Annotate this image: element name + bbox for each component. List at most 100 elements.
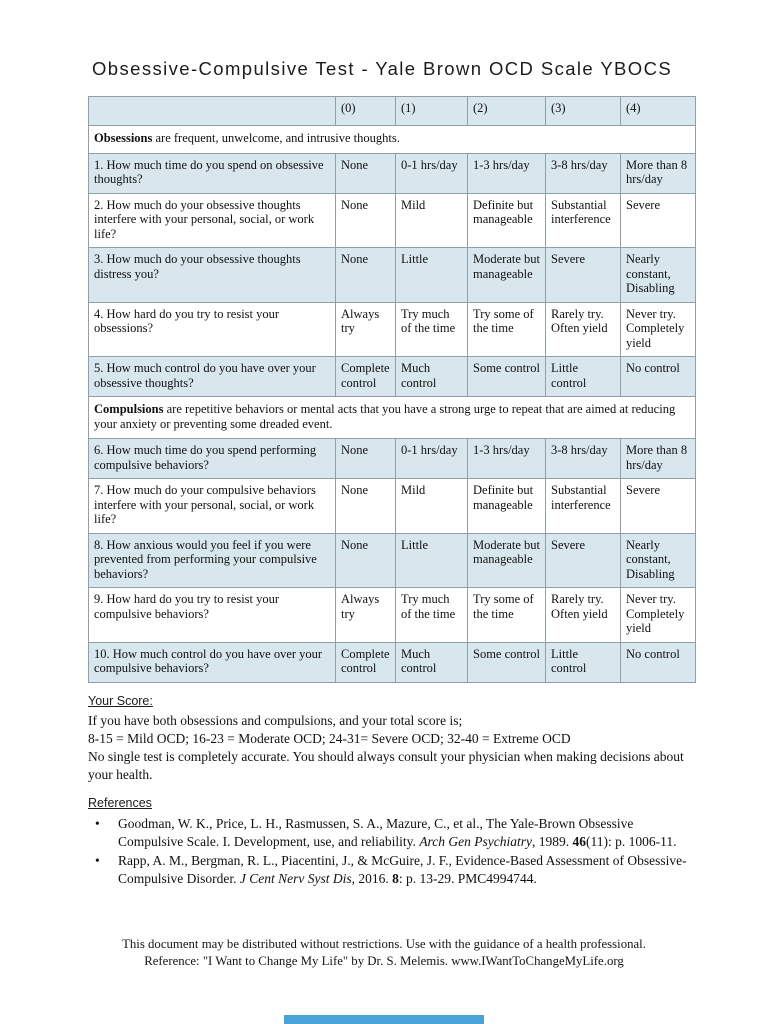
question-row: 1. How much time do you spend on obsessi… <box>88 152 696 194</box>
question-cell: 1. How much time do you spend on obsessi… <box>88 152 336 194</box>
option-cell: Little control <box>545 356 621 397</box>
option-cell: Always try <box>335 301 396 357</box>
question-row: 8. How anxious would you feel if you wer… <box>88 532 696 588</box>
bullet-icon: • <box>95 815 100 831</box>
reference-text-part: Arch Gen Psychiatry <box>419 833 533 849</box>
question-cell: 7. How much do your compulsive behaviors… <box>88 478 336 534</box>
option-cell: Complete control <box>335 356 396 397</box>
question-row: 5. How much control do you have over you… <box>88 356 696 397</box>
option-cell: Severe <box>620 192 696 248</box>
section-intro-term: Obsessions <box>94 131 153 145</box>
reference-text-part: J Cent Nerv Syst Dis <box>239 870 352 886</box>
section-intro-cell: Obsessions are frequent, unwelcome, and … <box>88 125 696 154</box>
option-cell: No control <box>620 356 696 397</box>
option-cell: Moderate but manageable <box>467 532 546 588</box>
option-cell: 1-3 hrs/day <box>467 438 546 479</box>
question-cell: 6. How much time do you spend performing… <box>88 438 336 479</box>
option-cell: Substantial interference <box>545 192 621 248</box>
references-section: References • Goodman, W. K., Price, L. H.… <box>88 794 696 888</box>
question-row: 7. How much do your compulsive behaviors… <box>88 478 696 534</box>
option-cell: Severe <box>545 532 621 588</box>
ybocs-table-body: (0) (1) (2) (3) (4) Obsessions are frequent, … <box>88 96 696 683</box>
option-cell: 0-1 hrs/day <box>395 438 468 479</box>
section-intro-row: Compulsions are repetitive behaviors or … <box>88 396 696 439</box>
page-title: Obsessive-Compulsive Test - Yale Brown O… <box>92 58 673 79</box>
option-cell: More than 8 hrs/day <box>620 152 696 194</box>
option-cell: Little <box>395 532 468 588</box>
option-cell: Severe <box>620 478 696 534</box>
option-cell: Always try <box>335 587 396 643</box>
score-section: Your Score: If you have both obsessions … <box>88 692 696 784</box>
option-cell: 3-8 hrs/day <box>545 438 621 479</box>
footer-line-reference: Reference: "I Want to Change My Life" by… <box>144 954 624 968</box>
score-header-cell: (4) <box>620 96 696 126</box>
reference-text-part: : p. 13-29. PMC4994744. <box>398 870 537 886</box>
ybocs-rating-table: (0) (1) (2) (3) (4) Obsessions are frequent, … <box>88 96 696 683</box>
option-cell: Try much of the time <box>395 301 468 357</box>
question-row: 6. How much time do you spend performing… <box>88 438 696 479</box>
bullet-icon: • <box>95 852 100 868</box>
question-cell: 3. How much do your obsessive thoughts d… <box>88 247 336 303</box>
option-cell: Little <box>395 247 468 303</box>
option-cell: Rarely try. Often yield <box>545 301 621 357</box>
option-cell: None <box>335 152 396 194</box>
reference-text-part: , 1989. <box>532 833 573 849</box>
reference-text-part: 8 <box>392 870 399 886</box>
option-cell: Severe <box>545 247 621 303</box>
score-line-ranges: 8-15 = Mild OCD; 16-23 = Moderate OCD; 2… <box>88 730 571 746</box>
score-header-cell: (1) <box>395 96 468 126</box>
option-cell: No control <box>620 641 696 683</box>
option-cell: Rarely try. Often yield <box>545 587 621 643</box>
option-cell: Try some of the time <box>467 301 546 357</box>
reference-item: • Rapp, A. M., Bergman, R. L., Piacentini… <box>88 852 696 888</box>
option-cell: None <box>335 438 396 479</box>
score-line-disclaimer: No single test is completely accurate. Y… <box>88 748 684 782</box>
option-cell: Definite but manageable <box>467 478 546 534</box>
option-cell: 0-1 hrs/day <box>395 152 468 194</box>
reference-text-part: Goodman, W. K., Price, L. H., Rasmussen,… <box>118 815 634 849</box>
option-cell: Mild <box>395 192 468 248</box>
option-cell: Moderate but manageable <box>467 247 546 303</box>
option-cell: Much control <box>395 641 468 683</box>
option-cell: None <box>335 247 396 303</box>
score-line-intro: If you have both obsessions and compulsi… <box>88 712 463 728</box>
question-cell: 4. How hard do you try to resist your ob… <box>88 301 336 357</box>
footer-line-distribution: This document may be distributed without… <box>122 937 646 951</box>
references-heading: References <box>88 795 152 810</box>
score-header-row: (0) (1) (2) (3) (4) <box>88 96 696 126</box>
option-cell: Mild <box>395 478 468 534</box>
option-cell: Definite but manageable <box>467 192 546 248</box>
option-cell: Never try. Completely yield <box>620 301 696 357</box>
option-cell: 3-8 hrs/day <box>545 152 621 194</box>
option-cell: Try much of the time <box>395 587 468 643</box>
question-row: 3. How much do your obsessive thoughts d… <box>88 247 696 303</box>
question-row: 9. How hard do you try to resist your co… <box>88 587 696 643</box>
option-cell: Try some of the time <box>467 587 546 643</box>
section-intro-term: Compulsions <box>94 402 164 416</box>
option-cell: More than 8 hrs/day <box>620 438 696 479</box>
option-cell: Never try. Completely yield <box>620 587 696 643</box>
option-cell: None <box>335 192 396 248</box>
reference-item: • Goodman, W. K., Price, L. H., Rasmussen… <box>88 815 696 851</box>
question-cell: 2. How much do your obsessive thoughts i… <box>88 192 336 248</box>
page-progress-bar[interactable] <box>284 1015 484 1024</box>
reference-text-part: Rapp, A. M., Bergman, R. L., Piacentini,… <box>118 852 687 886</box>
question-row: 4. How hard do you try to resist your ob… <box>88 301 696 357</box>
option-cell: Complete control <box>335 641 396 683</box>
references-list: • Goodman, W. K., Price, L. H., Rasmussen… <box>88 815 696 888</box>
option-cell: 1-3 hrs/day <box>467 152 546 194</box>
option-cell: Nearly constant, Disabling <box>620 532 696 588</box>
question-row: 10. How much control do you have over yo… <box>88 641 696 683</box>
question-cell: 5. How much control do you have over you… <box>88 356 336 397</box>
option-cell: Much control <box>395 356 468 397</box>
option-cell: Some control <box>467 356 546 397</box>
option-cell: Little control <box>545 641 621 683</box>
reference-text-part: (11): p. 1006-11. <box>586 833 677 849</box>
corner-cell <box>88 96 336 126</box>
option-cell: Nearly constant, Disabling <box>620 247 696 303</box>
reference-text-part: , 2016. <box>351 870 393 886</box>
question-cell: 10. How much control do you have over yo… <box>88 641 336 683</box>
question-cell: 9. How hard do you try to resist your co… <box>88 587 336 643</box>
section-intro-cell: Compulsions are repetitive behaviors or … <box>88 396 696 439</box>
question-cell: 8. How anxious would you feel if you wer… <box>88 532 336 588</box>
